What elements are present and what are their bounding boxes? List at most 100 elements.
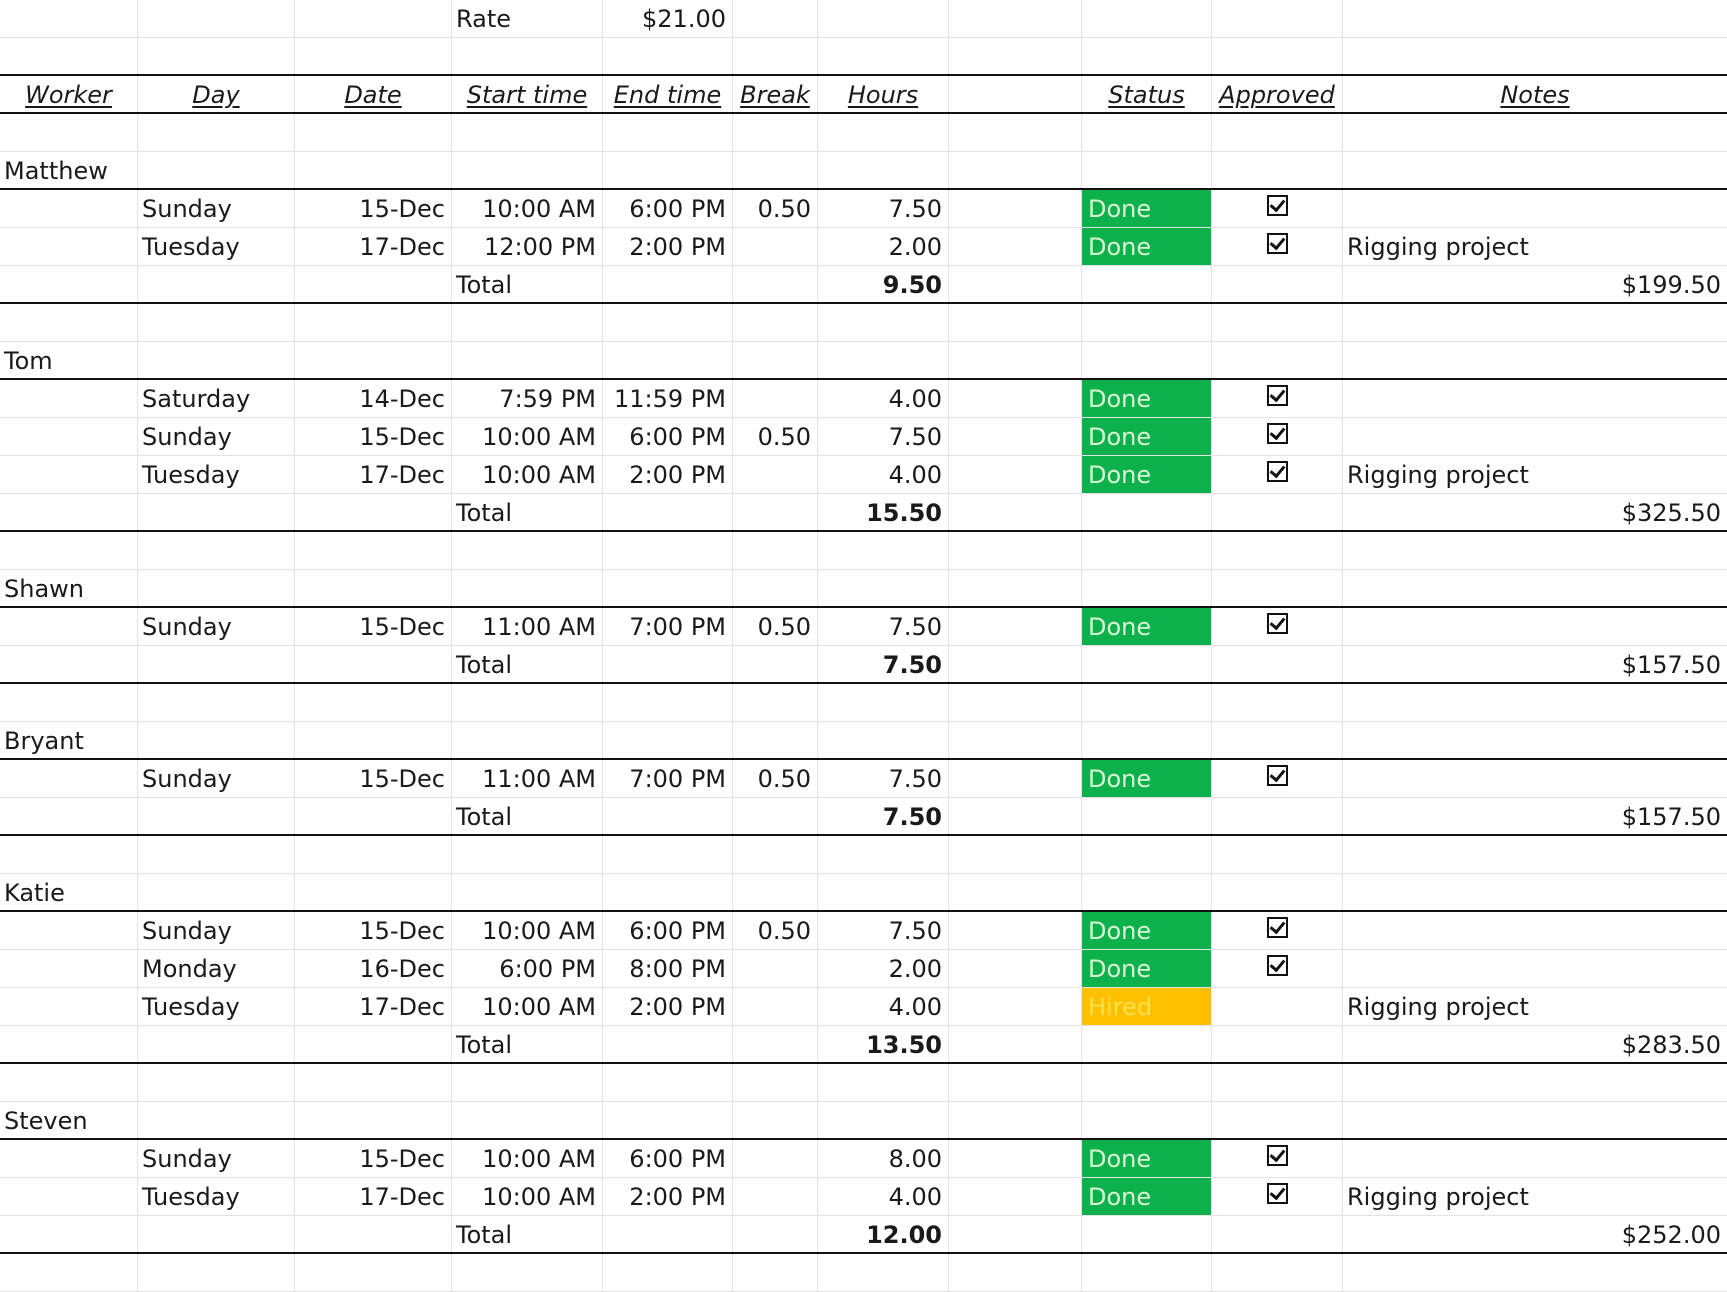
hours-cell[interactable]: 4.00 [818,456,949,493]
cell[interactable] [1082,152,1212,188]
header-day[interactable]: Day [138,76,295,112]
hours-cell[interactable]: 2.00 [818,950,949,987]
cell[interactable] [1343,532,1727,569]
checkbox-checked-icon[interactable] [1266,1144,1288,1166]
cell[interactable] [1212,494,1343,530]
cell[interactable] [733,342,818,378]
cell[interactable] [1082,798,1212,834]
cell[interactable] [0,1254,138,1291]
break-cell[interactable]: 0.50 [733,608,818,645]
cell[interactable] [295,836,452,873]
cell[interactable] [603,38,733,74]
cell[interactable] [1212,38,1343,74]
cell[interactable] [1212,152,1343,188]
break-cell[interactable] [733,988,818,1025]
cell[interactable] [0,1140,138,1177]
cell[interactable] [603,798,733,834]
header-status[interactable]: Status [1082,76,1212,112]
cell[interactable] [0,0,138,37]
cell[interactable] [452,1254,603,1291]
cell[interactable] [949,1178,1082,1215]
cell[interactable] [1212,836,1343,873]
cell[interactable] [603,1254,733,1291]
break-cell[interactable] [733,456,818,493]
cell[interactable] [1343,570,1727,606]
cell[interactable] [0,380,138,417]
cell[interactable] [295,266,452,302]
cell[interactable] [818,0,949,37]
cell[interactable] [818,304,949,341]
day-cell[interactable]: Saturday [138,380,295,417]
date-cell[interactable]: 15-Dec [295,608,452,645]
cell[interactable] [1082,874,1212,910]
cell[interactable] [452,304,603,341]
notes-cell[interactable]: Rigging project [1347,993,1529,1021]
cell[interactable] [138,1026,295,1062]
cell[interactable] [949,532,1082,569]
end-time-cell[interactable]: 6:00 PM [603,418,733,455]
cell[interactable] [295,152,452,188]
approved-cell[interactable] [1212,988,1343,1025]
cell[interactable] [1212,570,1343,606]
cell[interactable] [295,0,452,37]
cell[interactable] [138,1216,295,1252]
cell[interactable] [949,228,1082,265]
day-cell[interactable]: Tuesday [138,228,295,265]
cell[interactable] [0,266,138,302]
cell[interactable] [0,228,138,265]
cell[interactable] [733,152,818,188]
cell[interactable] [818,1254,949,1291]
approved-cell[interactable] [1212,1178,1343,1215]
cell[interactable] [295,1026,452,1062]
cell[interactable] [0,798,138,834]
break-cell[interactable] [733,380,818,417]
date-cell[interactable]: 15-Dec [295,760,452,797]
cell[interactable] [1082,684,1212,721]
cell[interactable] [949,38,1082,74]
cell[interactable] [949,874,1082,910]
cell[interactable] [138,342,295,378]
end-time-cell[interactable]: 2:00 PM [603,456,733,493]
date-cell[interactable]: 16-Dec [295,950,452,987]
rate-label[interactable]: Rate [452,0,603,37]
day-cell[interactable]: Sunday [138,1140,295,1177]
break-cell[interactable]: 0.50 [733,760,818,797]
cell[interactable] [733,722,818,758]
day-cell[interactable]: Sunday [138,760,295,797]
cell[interactable] [295,874,452,910]
cell[interactable] [603,342,733,378]
notes-cell[interactable] [1343,912,1727,949]
cell[interactable] [295,798,452,834]
worker-name[interactable]: Shawn [0,570,138,606]
cell[interactable] [1212,532,1343,569]
cell[interactable] [0,684,138,721]
cell[interactable] [1082,114,1212,151]
notes-cell[interactable] [1343,760,1727,797]
date-cell[interactable]: 17-Dec [295,1178,452,1215]
end-time-cell[interactable]: 6:00 PM [603,190,733,227]
cell[interactable] [949,988,1082,1025]
cell[interactable] [949,722,1082,758]
cell[interactable] [1212,342,1343,378]
cell[interactable] [1082,570,1212,606]
checkbox-checked-icon[interactable] [1266,764,1288,786]
cell[interactable] [949,418,1082,455]
cell[interactable] [138,1254,295,1291]
hours-cell[interactable]: 4.00 [818,1178,949,1215]
cell[interactable] [0,418,138,455]
end-time-cell[interactable]: 8:00 PM [603,950,733,987]
end-time-cell[interactable]: 2:00 PM [603,988,733,1025]
day-cell[interactable]: Tuesday [138,456,295,493]
approved-cell[interactable] [1212,760,1343,797]
cell[interactable] [949,456,1082,493]
cell[interactable] [1212,798,1343,834]
cell[interactable] [0,38,138,74]
cell[interactable] [603,570,733,606]
cell[interactable] [452,532,603,569]
cell[interactable] [1082,532,1212,569]
cell[interactable] [1082,1216,1212,1252]
total-hours[interactable]: 7.50 [818,646,949,682]
cell[interactable] [949,608,1082,645]
day-cell[interactable]: Sunday [138,190,295,227]
cell[interactable] [1082,1102,1212,1138]
